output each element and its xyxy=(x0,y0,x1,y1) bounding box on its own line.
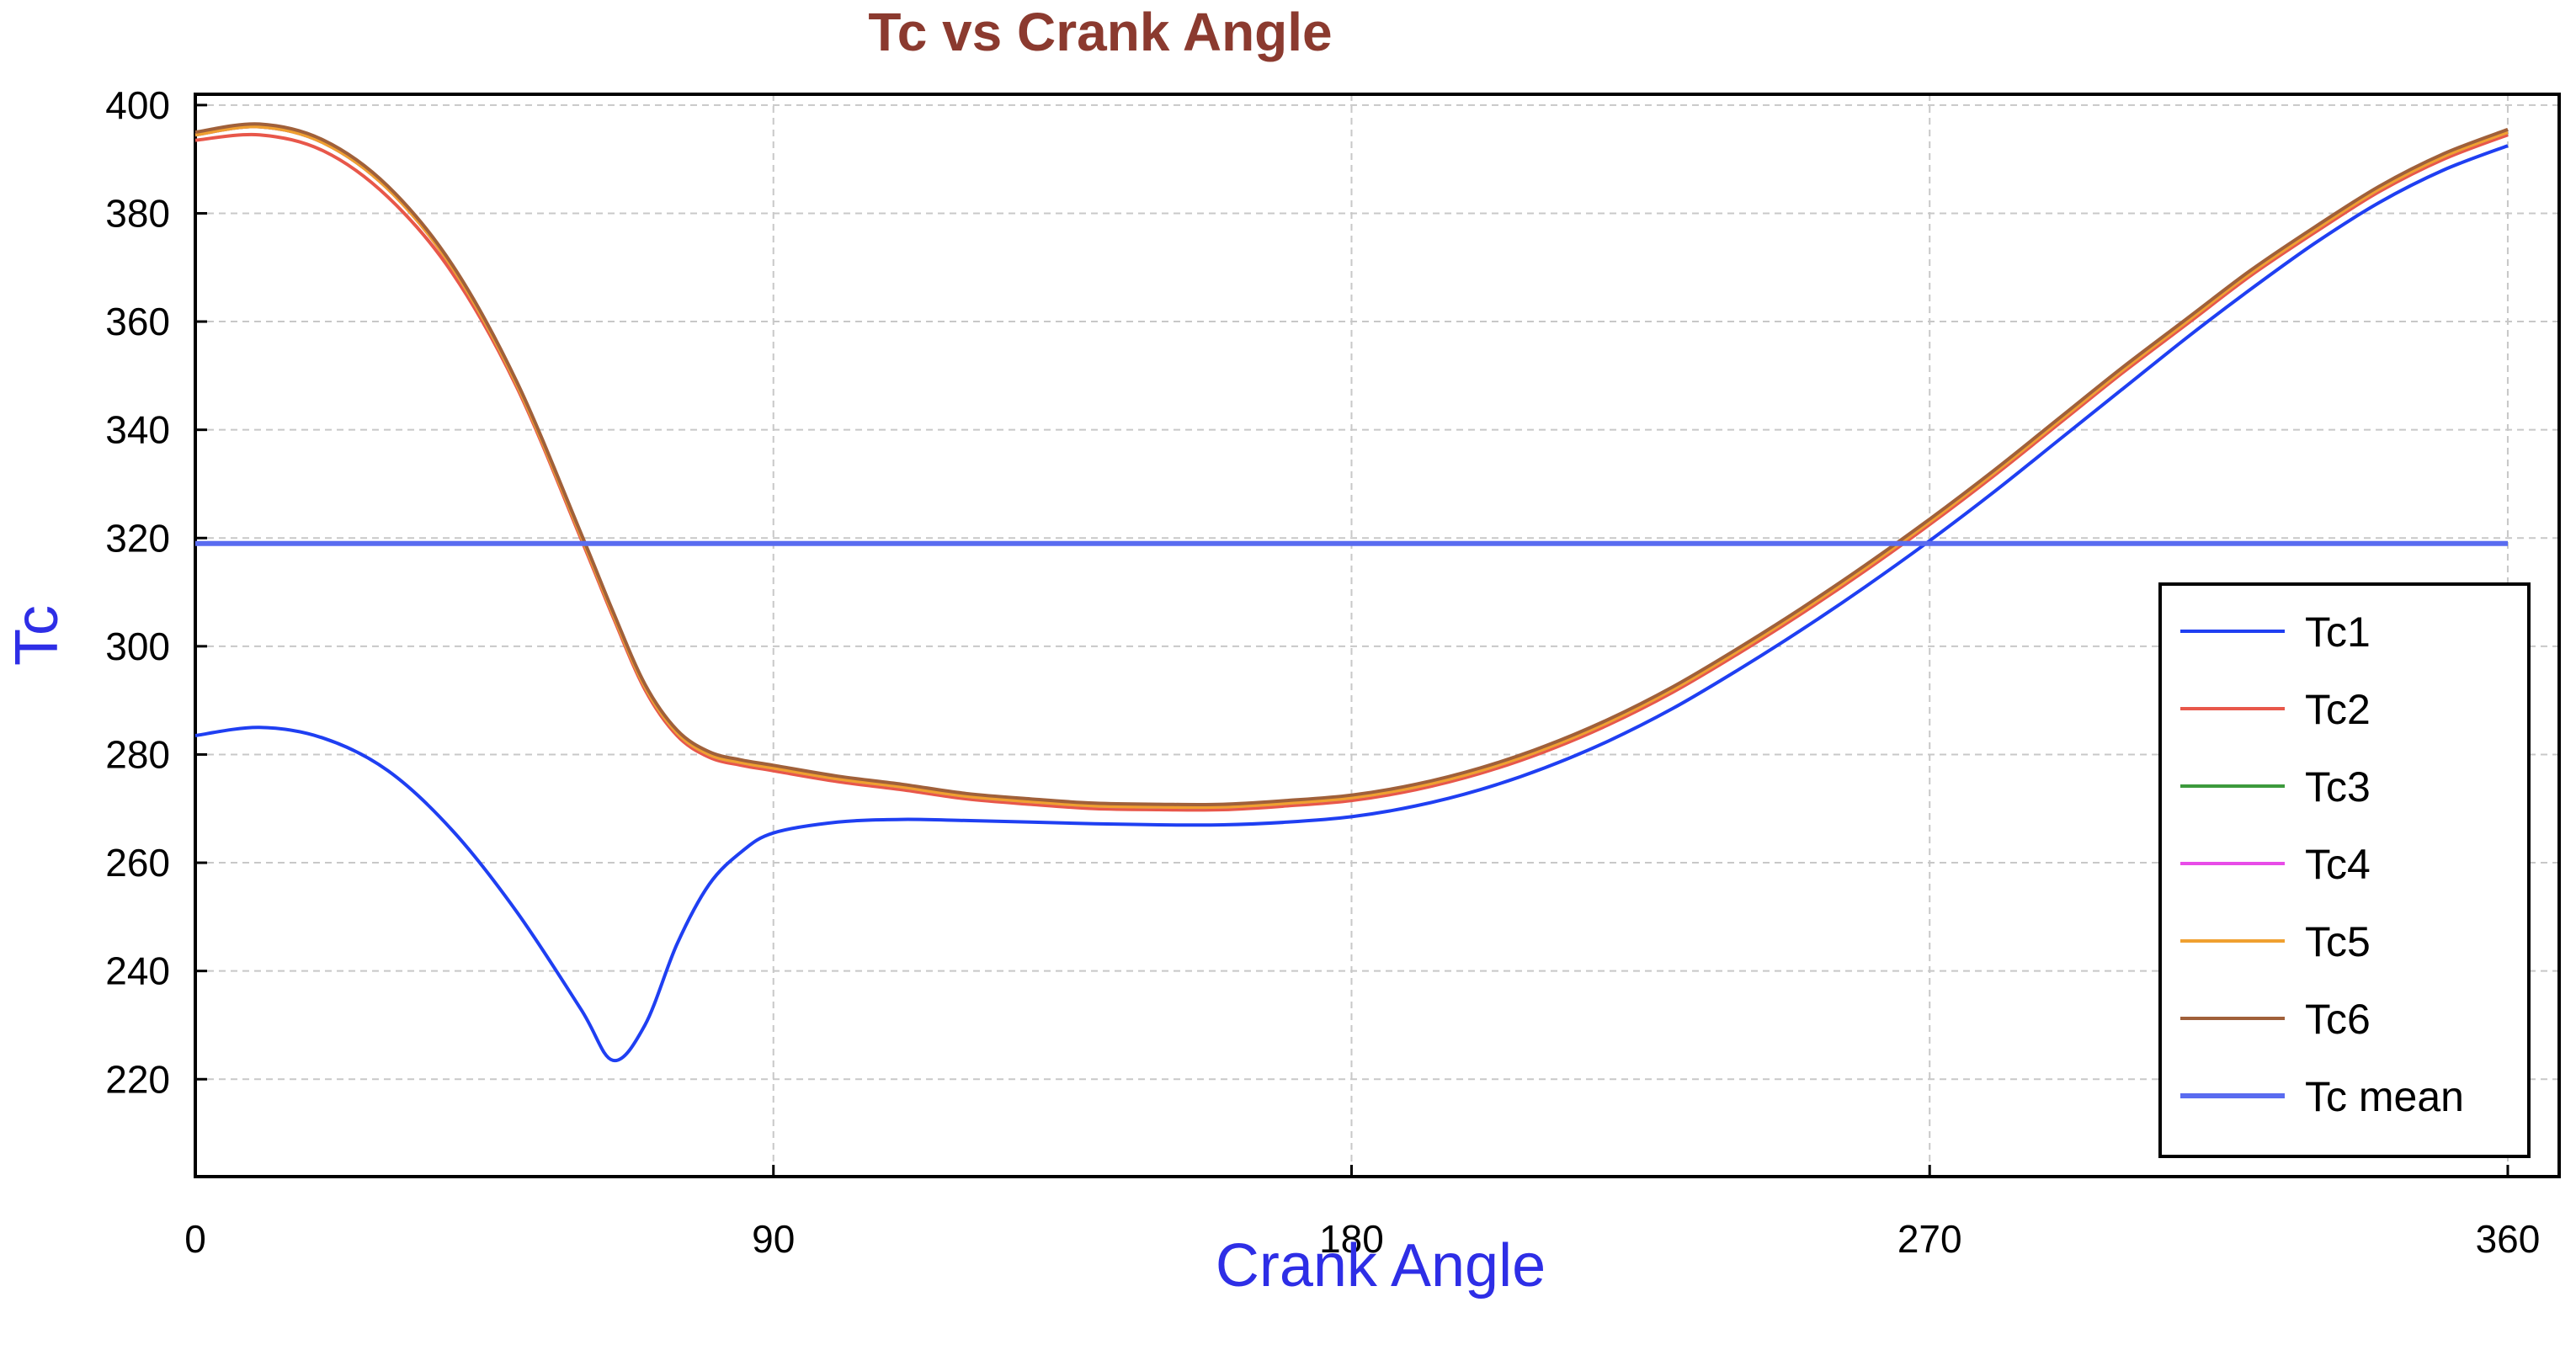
y-tick-label: 260 xyxy=(105,841,170,885)
legend-label: Tc4 xyxy=(2305,841,2371,888)
legend-box xyxy=(2158,582,2531,1158)
series-line-tc6 xyxy=(194,122,2509,806)
legend-label: Tc6 xyxy=(2305,996,2371,1043)
legend-label: Tc3 xyxy=(2305,763,2371,811)
y-tick-label: 300 xyxy=(105,625,170,668)
series-line-tc1 xyxy=(194,144,2509,1062)
y-tick-label: 240 xyxy=(105,949,170,993)
legend-label: Tc2 xyxy=(2305,686,2371,733)
y-axis-label: Tc xyxy=(3,605,71,666)
y-tick-label: 400 xyxy=(105,83,170,127)
plot-frame xyxy=(194,93,2561,1178)
axis-ticks: 0 90 180 270 360 220 240 260 280 300 320 340 360 380 4… xyxy=(105,83,2540,1261)
legend-label: Tc5 xyxy=(2305,918,2371,965)
y-tick-label: 340 xyxy=(105,408,170,452)
series-lines xyxy=(194,122,2509,1062)
x-tick-label: 360 xyxy=(2476,1217,2541,1261)
chart-title: Tc vs Crank Angle xyxy=(868,2,1332,62)
y-tick-label: 360 xyxy=(105,300,170,343)
x-tick-label: 180 xyxy=(1319,1217,1384,1261)
x-tick-label: 270 xyxy=(1897,1217,1962,1261)
legend: Tc1 Tc2 Tc3 Tc4 Tc5 Tc6 Tc mean xyxy=(2158,582,2531,1158)
y-tick-label: 280 xyxy=(105,732,170,776)
legend-label: Tc1 xyxy=(2305,609,2371,656)
y-tick-label: 220 xyxy=(105,1057,170,1101)
y-tick-label: 380 xyxy=(105,191,170,235)
x-tick-label: 90 xyxy=(752,1217,795,1261)
y-tick-label: 320 xyxy=(105,516,170,560)
x-tick-label: 0 xyxy=(184,1217,206,1261)
legend-label: Tc mean xyxy=(2305,1073,2464,1120)
x-axis-label: Crank Angle xyxy=(1216,1232,1546,1300)
